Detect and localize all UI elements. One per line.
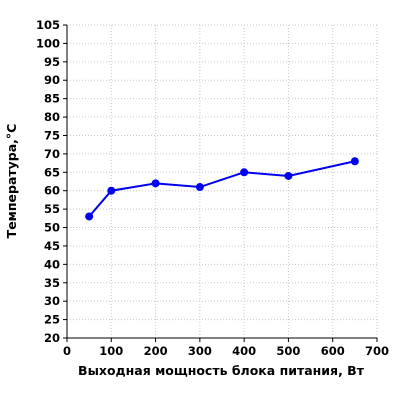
data-point — [195, 183, 204, 192]
y-tick-label: 60 — [44, 184, 60, 198]
data-point — [151, 179, 160, 188]
y-tick-label: 85 — [44, 92, 60, 106]
y-tick-label: 90 — [44, 73, 60, 87]
y-tick-label: 20 — [44, 331, 60, 345]
data-point — [240, 168, 249, 177]
y-tick-label: 50 — [44, 221, 60, 235]
data-point — [284, 171, 293, 180]
y-tick-label: 45 — [44, 239, 60, 253]
x-tick-label: 300 — [188, 344, 212, 358]
grid — [67, 24, 378, 338]
x-tick-label: 0 — [63, 344, 71, 358]
x-tick-label: 100 — [99, 344, 123, 358]
y-tick-label: 95 — [44, 55, 60, 69]
y-tick-label: 100 — [36, 36, 60, 50]
y-tick-label: 35 — [44, 276, 60, 290]
axes — [66, 25, 377, 339]
y-tick-label: 25 — [44, 313, 60, 327]
x-axis-title: Выходная мощность блока питания, Вт — [78, 363, 365, 378]
y-tick-label: 65 — [44, 165, 60, 179]
y-tick-label: 55 — [44, 202, 60, 216]
y-tick-label: 75 — [44, 128, 60, 142]
data-point — [107, 186, 116, 195]
y-tick-label: 40 — [44, 257, 60, 271]
data-point — [350, 157, 359, 166]
x-tick-label: 600 — [321, 344, 345, 358]
y-tick-label: 105 — [36, 18, 60, 32]
x-tick-label: 200 — [144, 344, 168, 358]
y-axis-title: Температура,°C — [4, 124, 19, 239]
x-tick-label: 400 — [232, 344, 256, 358]
y-tick-label: 70 — [44, 147, 60, 161]
y-tick-label: 30 — [44, 294, 60, 308]
y-tick-label: 80 — [44, 110, 60, 124]
series — [85, 157, 359, 221]
series-line — [88, 160, 356, 218]
data-point — [85, 212, 94, 221]
x-tick-label: 500 — [276, 344, 300, 358]
x-tick-label: 700 — [365, 344, 389, 358]
ticks: 0 100 200 300 400 500 600 700 20 25 30 35 40 45 50 55 60… — [36, 18, 389, 358]
